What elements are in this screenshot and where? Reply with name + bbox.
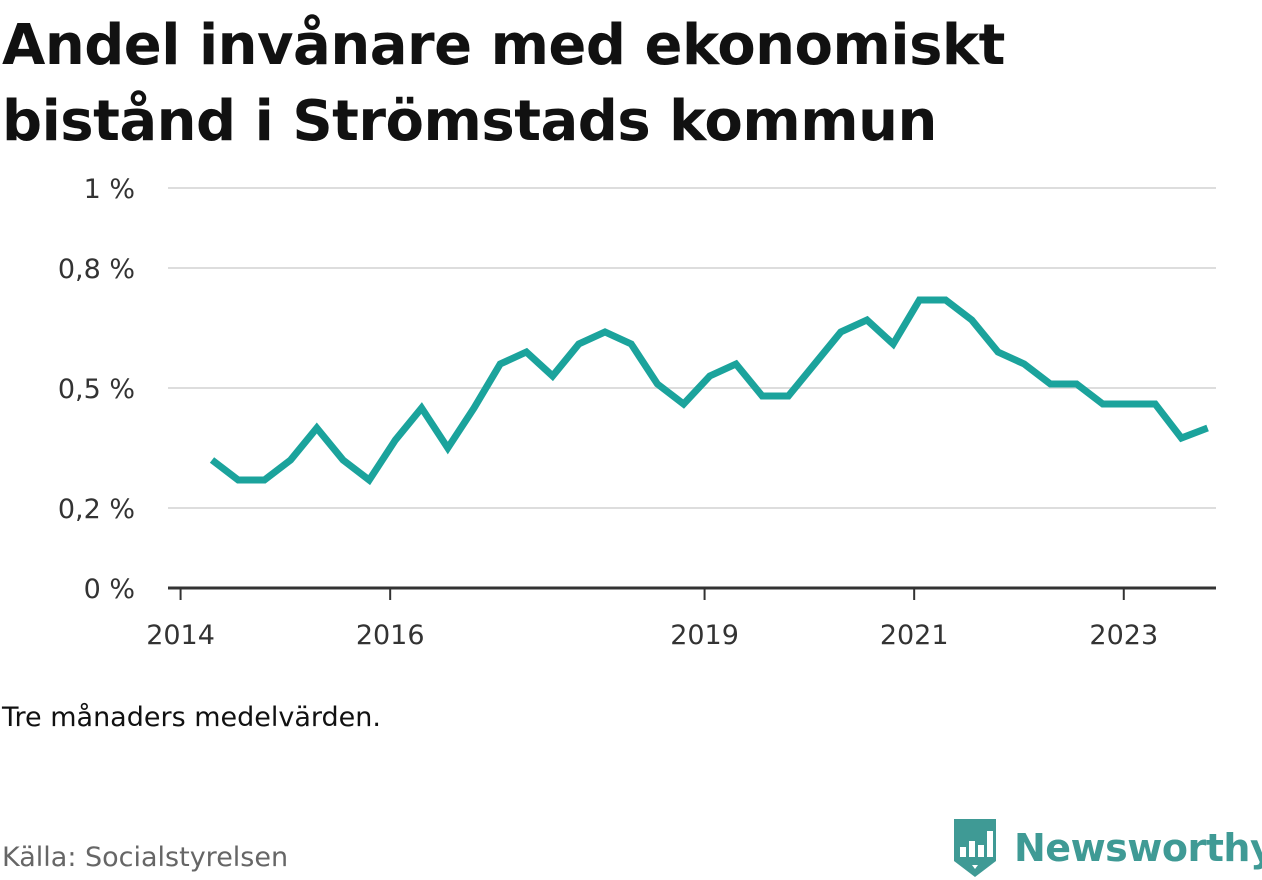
series-line bbox=[212, 300, 1208, 480]
x-axis: 2014 2016 2019 2021 2023 bbox=[146, 588, 1216, 651]
y-tick-label: 0,8 % bbox=[58, 254, 135, 285]
y-tick-label: 1 % bbox=[84, 174, 135, 205]
brand-name: Newsworthy bbox=[1014, 826, 1262, 870]
source-label: Källa: Socialstyrelsen bbox=[2, 842, 288, 873]
y-tick-label: 0,5 % bbox=[58, 374, 135, 405]
series-layer bbox=[212, 300, 1208, 480]
x-tick-label: 2021 bbox=[880, 620, 949, 651]
gridlines bbox=[168, 188, 1216, 508]
x-tick-label: 2016 bbox=[356, 620, 425, 651]
y-tick-label: 0,2 % bbox=[58, 494, 135, 525]
x-tick-label: 2023 bbox=[1089, 620, 1158, 651]
y-tick-label: 0 % bbox=[84, 574, 135, 605]
y-axis-labels: 0 % 0,2 % 0,5 % 0,8 % 1 % bbox=[58, 174, 135, 605]
chart-title: Andel invånare med ekonomiskt bistånd i … bbox=[2, 8, 1252, 160]
chart-note: Tre månaders medelvärden. bbox=[2, 702, 381, 733]
x-tick-label: 2014 bbox=[146, 620, 215, 651]
x-tick-label: 2019 bbox=[670, 620, 739, 651]
brand-logo[interactable]: Newsworthy bbox=[950, 816, 1262, 880]
newsworthy-logo-icon bbox=[950, 817, 1000, 879]
